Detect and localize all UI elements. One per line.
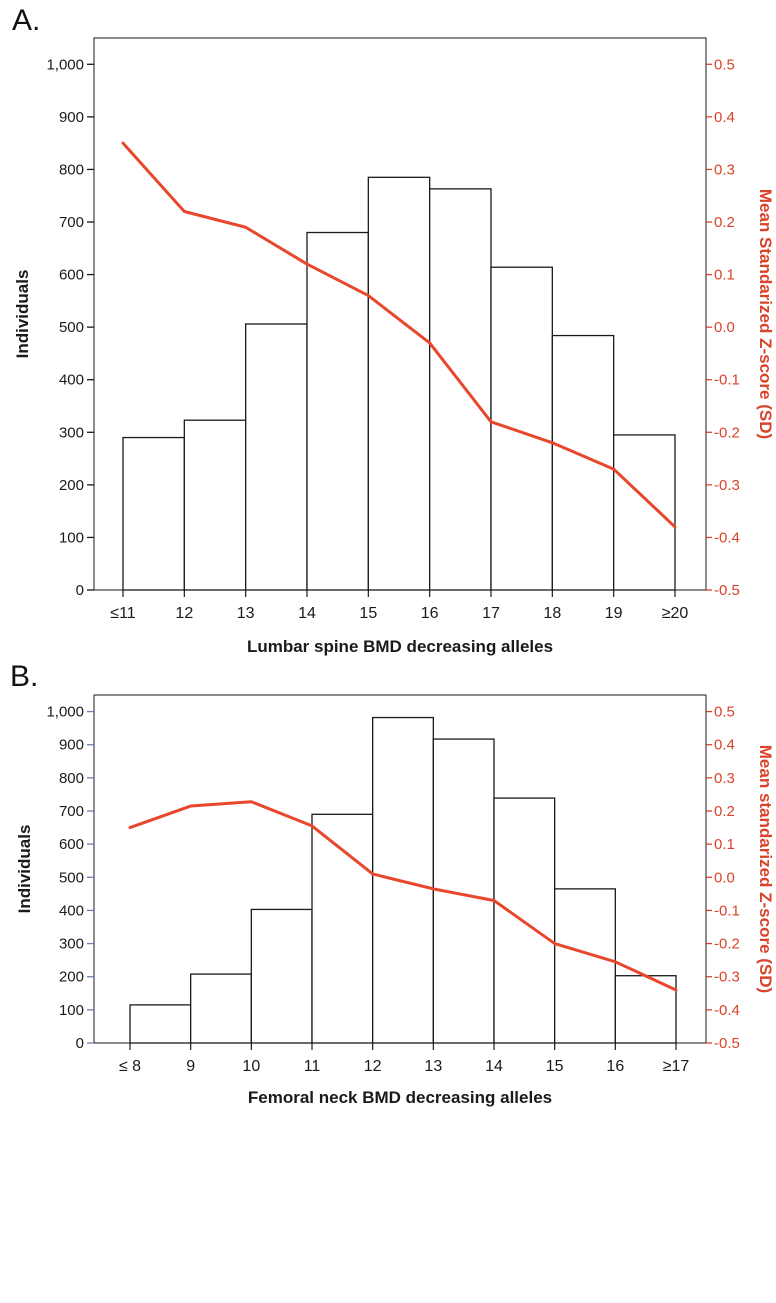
- x-axis-tick-label: 14: [485, 1058, 503, 1075]
- mean-z-score-line: [128, 800, 678, 992]
- histogram-bar: [311, 813, 374, 1044]
- histogram-bar: [367, 176, 431, 591]
- right-axis-tick-label: 0.4: [714, 737, 735, 754]
- right-axis-tick-label: 0.5: [714, 56, 735, 73]
- chart-panel-b: 0 100 200 300 400 500 600 700 800 900 1,000 -0.5 -0.…: [15, 694, 775, 1107]
- left-axis-tick-label: 200: [59, 477, 84, 494]
- right-axis-title: Mean standarized Z-score (SD): [756, 745, 775, 993]
- x-axis-tick-label: 10: [242, 1058, 260, 1075]
- right-axis-tick-label: -0.4: [714, 1002, 740, 1019]
- right-axis-tick-label: 0.2: [714, 803, 735, 820]
- panel-b-letter: B.: [10, 660, 39, 693]
- left-axis-tick-label: 400: [59, 902, 84, 919]
- histogram-bar: [183, 419, 247, 591]
- x-axis-tick-label: 16: [421, 605, 439, 622]
- left-axis-tick-label: 800: [59, 770, 84, 787]
- x-axis-tick-label: 18: [543, 605, 561, 622]
- right-axis-tick-label: -0.3: [714, 477, 740, 494]
- left-axis-tick-label: 0: [76, 582, 84, 599]
- histogram-bar: [554, 888, 616, 1044]
- x-axis-tick-label: 16: [606, 1058, 624, 1075]
- x-axis-tick-label: 13: [424, 1058, 442, 1075]
- left-axis-tick-label: 100: [59, 1002, 84, 1019]
- x-axis-tick-label: ≤11: [110, 605, 135, 622]
- x-axis-tick-label: 11: [304, 1058, 321, 1075]
- left-axis-tick-label: 600: [59, 267, 84, 284]
- left-axis-tick-label: 700: [59, 803, 84, 820]
- x-axis-tick-label: 15: [359, 605, 377, 622]
- left-axis-tick-label: 200: [59, 969, 84, 986]
- x-axis-tick-label: 15: [546, 1058, 564, 1075]
- left-axis-tick-label: 0: [76, 1035, 84, 1052]
- right-axis-tick-label: 0.3: [714, 770, 735, 787]
- right-axis-tick-label: 0.2: [714, 214, 735, 231]
- right-axis-tick-label: -0.1: [714, 902, 740, 919]
- x-axis-tick-label: ≤ 8: [119, 1058, 141, 1075]
- mean-z-score-line: [121, 141, 677, 529]
- x-axis-tick-label: ≥20: [662, 605, 689, 622]
- right-axis-tick-label: 0.1: [714, 836, 735, 853]
- left-axis-tick-label: 600: [59, 836, 84, 853]
- left-axis-tick-label: 700: [59, 214, 84, 231]
- histogram-bar: [245, 323, 308, 591]
- right-axis-tick-label: -0.4: [714, 529, 740, 546]
- left-axis-tick-label: 400: [59, 372, 84, 389]
- left-axis-tick-label: 500: [59, 869, 84, 886]
- left-axis-tick-label: 300: [59, 424, 84, 441]
- right-axis-tick-label: 0.0: [714, 869, 735, 886]
- left-axis-tick-label: 1,000: [46, 56, 84, 73]
- right-axis-tick-label: -0.2: [714, 936, 740, 953]
- histogram-bar: [250, 908, 313, 1044]
- left-axis-tick-label: 300: [59, 936, 84, 953]
- left-axis-tick-label: 500: [59, 319, 84, 336]
- left-axis-tick-label: 800: [59, 161, 84, 178]
- right-axis-tick-label: -0.2: [714, 424, 740, 441]
- left-axis-title: Individuals: [15, 825, 34, 914]
- right-axis-tick-label: -0.1: [714, 372, 740, 389]
- histogram-bar: [614, 975, 677, 1044]
- chart-panel-a: 0 100 200 300 400 500 600 700 800 900 1,000 -0.5 -0.…: [13, 37, 775, 656]
- histogram-bar: [490, 266, 553, 591]
- x-axis-tick-label: ≥17: [663, 1058, 690, 1075]
- x-axis-title: Lumbar spine BMD decreasing alleles: [247, 637, 553, 656]
- histogram-bar: [306, 231, 369, 591]
- histogram-bar: [613, 434, 676, 591]
- right-axis-tick-label: 0.4: [714, 109, 735, 126]
- left-axis-tick-label: 900: [59, 109, 84, 126]
- right-axis-title: Mean Standarized Z-score (SD): [756, 189, 775, 439]
- left-axis-tick-label: 100: [59, 529, 84, 546]
- right-axis-tick-label: 0.0: [714, 319, 735, 336]
- histogram-bar: [551, 334, 615, 591]
- x-axis-tick-label: 13: [237, 605, 255, 622]
- left-axis-title: Individuals: [13, 270, 32, 359]
- right-axis-tick-label: 0.5: [714, 704, 735, 721]
- histogram-bar: [429, 188, 492, 591]
- left-axis-tick-label: 900: [59, 737, 84, 754]
- x-axis-tick-label: 12: [175, 605, 193, 622]
- right-axis-tick-label: -0.3: [714, 969, 740, 986]
- left-axis-tick-label: 1,000: [46, 704, 84, 721]
- histogram-bar: [129, 1004, 192, 1044]
- x-axis-tick-label: 9: [186, 1058, 195, 1075]
- right-axis-tick-label: 0.3: [714, 161, 735, 178]
- histogram-bar: [122, 436, 185, 591]
- x-axis-title: Femoral neck BMD decreasing alleles: [248, 1088, 552, 1107]
- x-axis-tick-label: 14: [298, 605, 316, 622]
- panel-a-letter: A.: [12, 4, 41, 37]
- x-axis-tick-label: 12: [364, 1058, 382, 1075]
- right-axis-tick-label: -0.5: [714, 582, 740, 599]
- right-axis-tick-label: -0.5: [714, 1035, 740, 1052]
- right-axis-tick-label: 0.1: [714, 267, 735, 284]
- histogram-bar: [190, 973, 252, 1044]
- x-axis-tick-label: 19: [605, 605, 623, 622]
- x-axis-tick-label: 17: [482, 605, 500, 622]
